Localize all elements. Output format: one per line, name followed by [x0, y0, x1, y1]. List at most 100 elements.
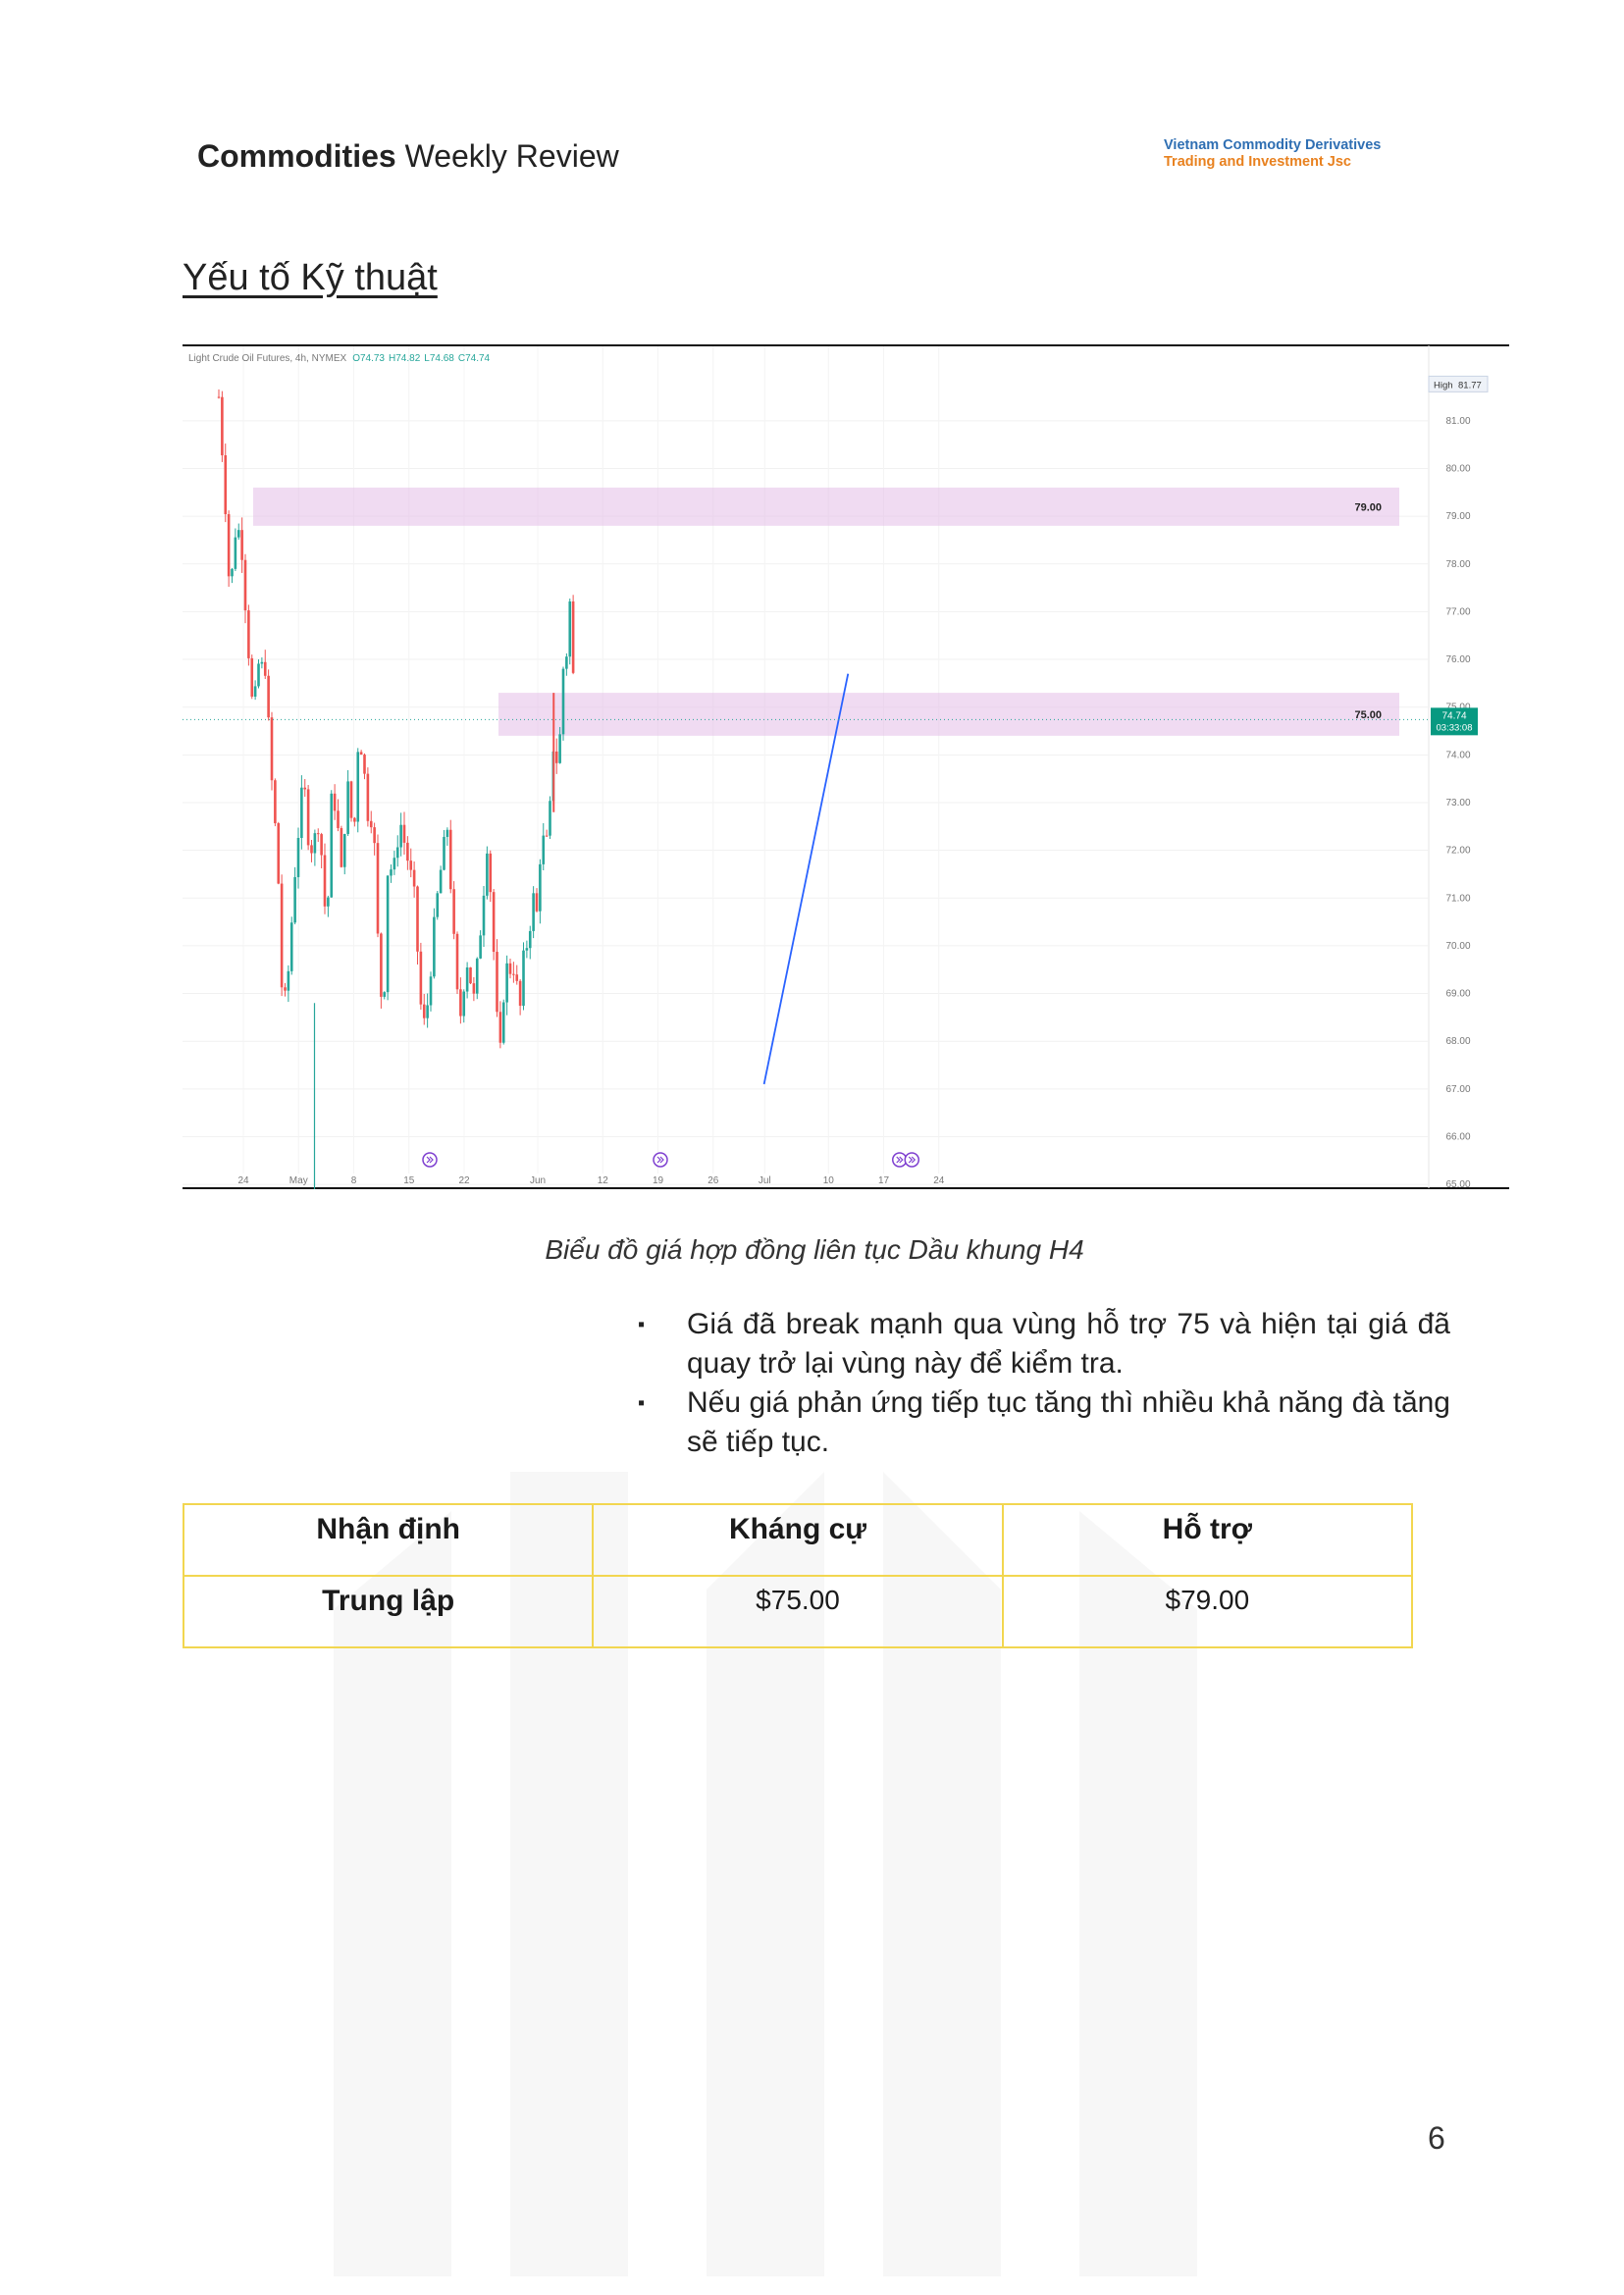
candle-body: [320, 834, 323, 856]
x-tick-label: 15: [403, 1175, 415, 1186]
candle-body: [306, 789, 310, 846]
header-assessment: Nhận định: [182, 1503, 595, 1577]
candle-body: [287, 970, 290, 991]
levels-table: Nhận định Kháng cự Hỗ trợ Trung lập $75.…: [182, 1503, 1414, 1648]
last-price-badge: [1431, 707, 1478, 736]
zone-label: 79.00: [1354, 501, 1382, 513]
candle-body: [532, 893, 535, 931]
candle-body: [525, 948, 529, 951]
candle-body: [303, 787, 307, 790]
bullet-item: Nếu giá phản ứng tiếp tục tăng thì nhiều…: [636, 1383, 1450, 1462]
candle-body: [240, 530, 243, 560]
high-marker-label: High: [1434, 380, 1453, 391]
candle-body: [462, 991, 466, 1017]
candle-body: [439, 869, 443, 894]
zone-label: 75.00: [1354, 709, 1382, 721]
event-icon-glyph: [896, 1156, 904, 1164]
candle-body: [267, 675, 270, 718]
y-tick-label: 68.00: [1445, 1036, 1470, 1047]
y-tick-label: 76.00: [1445, 654, 1470, 665]
candle-body: [395, 847, 399, 859]
candle-body: [512, 973, 515, 975]
y-tick-label: 81.00: [1445, 416, 1470, 427]
candle-body: [243, 559, 247, 611]
event-icon-glyph: [656, 1156, 664, 1164]
y-tick-label: 70.00: [1445, 941, 1470, 952]
zone-rect: [253, 487, 1399, 526]
candle-body: [274, 780, 277, 824]
candle-body: [376, 843, 380, 934]
candle-body: [561, 668, 565, 735]
candle-body: [515, 974, 519, 981]
candle-body: [482, 895, 486, 936]
x-tick-label: 22: [458, 1175, 470, 1186]
candle-body: [455, 933, 459, 990]
y-tick-label: 79.00: [1445, 511, 1470, 522]
chart-svg: 65.00 66.00 67.00 68.00 69.00 70.00 71.00 72.00…: [183, 344, 1509, 1189]
report-title: Commodities Weekly Review: [197, 138, 619, 174]
candle-body: [459, 989, 462, 1017]
candle-body: [293, 876, 296, 923]
candle-body: [353, 817, 356, 822]
candle-body: [327, 897, 330, 907]
y-tick-label: 80.00: [1445, 463, 1470, 474]
candle-body: [475, 958, 479, 994]
candle-body: [257, 663, 260, 687]
candle-body: [452, 889, 455, 934]
candle-body: [535, 893, 539, 912]
x-tick-label: 10: [823, 1175, 835, 1186]
candle-body: [231, 568, 234, 577]
candle-body: [508, 963, 512, 974]
x-tick-label: 8: [351, 1175, 357, 1186]
x-tick-label: 24: [933, 1175, 945, 1186]
candle-body: [330, 793, 334, 898]
candle-body: [436, 893, 440, 917]
chart-info-line: Light Crude Oil Futures, 4h, NYMEX O74.73…: [188, 353, 491, 364]
candle-body: [337, 810, 340, 828]
bullet-item: Giá đã break mạnh qua vùng hỗ trợ 75 và …: [636, 1305, 1450, 1383]
candle-body: [236, 530, 240, 538]
candle-body: [465, 966, 469, 992]
candle-body: [445, 829, 449, 837]
candle-body: [289, 922, 293, 971]
x-tick-label: Jun: [530, 1175, 546, 1186]
candle-body: [224, 455, 228, 515]
y-tick-label: 71.00: [1445, 893, 1470, 904]
price-chart: 65.00 66.00 67.00 68.00 69.00 70.00 71.00 72.00…: [183, 344, 1509, 1189]
candle-body: [383, 992, 387, 997]
candle-body: [369, 820, 373, 828]
candle-body: [340, 827, 343, 867]
candle-body: [539, 863, 542, 912]
candle-body: [284, 987, 287, 991]
candle-body: [227, 514, 231, 577]
y-tick-label: 67.00: [1445, 1084, 1470, 1095]
page-number: 6: [1428, 2120, 1445, 2156]
candle-body: [518, 980, 522, 1007]
analysis-bullets: Giá đã break mạnh qua vùng hỗ trợ 75 và …: [636, 1305, 1450, 1462]
watermark-logo: [334, 1472, 1197, 2276]
candle-body: [433, 916, 436, 977]
candle-body: [554, 751, 558, 763]
candle-body: [346, 781, 349, 835]
candle-body: [356, 752, 360, 822]
x-tick-label: May: [289, 1175, 308, 1186]
candle-body: [565, 656, 568, 669]
candle-body: [542, 835, 546, 864]
candle-body: [386, 875, 390, 993]
logo-line-1: Vietnam Commodity Derivatives: [1164, 137, 1382, 153]
candle-body: [313, 833, 317, 854]
candle-body: [310, 845, 313, 854]
candle-body: [250, 657, 254, 697]
event-icon-glyph: [426, 1156, 434, 1164]
candle-body: [363, 755, 366, 774]
candle-body: [419, 951, 423, 1005]
last-price-countdown: 03:33:08: [1437, 722, 1473, 733]
candle-body: [373, 827, 376, 844]
candle-body: [501, 1002, 505, 1043]
y-tick-label: 65.00: [1445, 1179, 1470, 1189]
company-logo: Vietnam Commodity Derivatives Trading an…: [1164, 137, 1381, 171]
candle-body: [270, 717, 274, 781]
candle-body: [234, 537, 237, 569]
candle-body: [221, 396, 224, 456]
candle-body: [498, 1012, 502, 1043]
